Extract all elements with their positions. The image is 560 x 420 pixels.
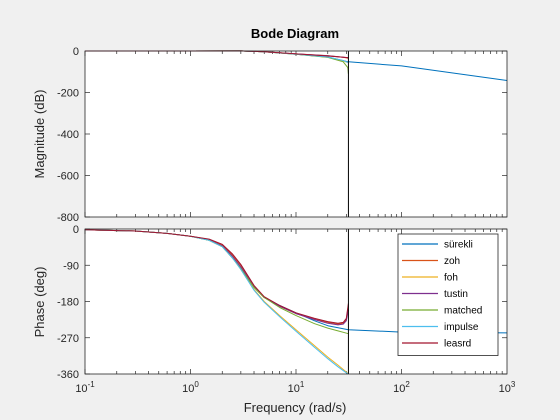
phase-axes-box: [84, 228, 508, 375]
phase-y-tick-label: -180: [57, 297, 79, 309]
magnitude-axes-box: [84, 50, 508, 218]
legend-box: [397, 233, 499, 356]
legend-label-matched: matched: [444, 306, 482, 317]
magnitude-y-tick-labels: 0 -200 -400 -600 -800: [57, 46, 79, 224]
magnitude-y-tick-label: -800: [57, 212, 79, 224]
phase-y-tick-label: -90: [63, 260, 79, 272]
x-axis-label: Frequency (rad/s): [244, 400, 347, 415]
legend-label-foh: foh: [444, 273, 458, 284]
phase-y-tick-label: -270: [57, 333, 79, 345]
phase-y-tick-labels: 0 -90 -180 -270 -360: [57, 224, 79, 381]
phase-series-leasrd: [84, 229, 349, 324]
legend-label-leasrd: leasrd: [444, 339, 471, 350]
phase-y-tick-label: -360: [57, 369, 79, 381]
phase-y-axis-label: Phase (deg): [32, 267, 47, 338]
legend: sürekli zoh foh tustin matched impulse leasrd: [397, 233, 499, 356]
magnitude-y-tick-label: 0: [73, 46, 79, 58]
x-tick-label: 103: [499, 380, 516, 395]
x-tick-label: 100: [182, 380, 199, 395]
x-tick-label: 102: [393, 380, 410, 395]
legend-label-sürekli: sürekli: [444, 240, 473, 251]
magnitude-y-tick-label: -200: [57, 88, 79, 100]
magnitude-y-tick-label: -600: [57, 171, 79, 183]
magnitude-plot-area: [85, 51, 507, 217]
legend-label-tustin: tustin: [444, 289, 468, 300]
phase-y-tick-label: 0: [73, 224, 79, 236]
chart-title: Bode Diagram: [251, 26, 339, 41]
x-tick-label: 10-1: [75, 380, 95, 395]
x-tick-label: 101: [288, 380, 305, 395]
phase-series-lines: [84, 229, 508, 375]
magnitude-y-tick-label: -400: [57, 129, 79, 141]
magnitude-y-axis-label: Magnitude (dB): [32, 90, 47, 179]
legend-label-zoh: zoh: [444, 256, 460, 267]
magnitude-panel: 0 -200 -400 -600 -800 Magnitude (dB): [32, 46, 508, 224]
x-tick-labels: 10-1 100 101 102 103: [75, 380, 516, 395]
legend-label-impulse: impulse: [444, 322, 479, 333]
